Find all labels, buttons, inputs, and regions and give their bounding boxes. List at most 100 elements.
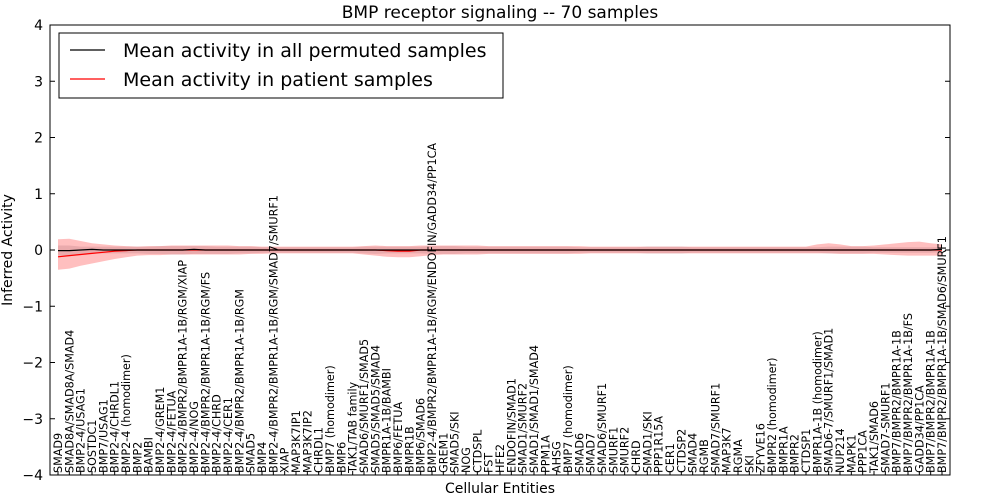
category-label: BMP2-4/CHRDL1: [109, 381, 122, 473]
category-label: BMPR1B: [403, 426, 416, 473]
category-label: PPP1R15A: [653, 416, 666, 473]
category-label: MAP3K7: [721, 427, 734, 473]
legend-entry-patient: Mean activity in patient samples: [123, 69, 433, 91]
category-label: CHRD: [630, 440, 643, 473]
category-label: SMAD1/SKI: [641, 411, 654, 473]
category-label: SMURF1: [607, 427, 620, 473]
legend-box: [58, 32, 504, 99]
category-label: GREM1: [437, 433, 450, 473]
category-label: BMP6/FETUA: [392, 402, 405, 473]
category-label: ZFYVE16: [755, 423, 768, 473]
category-label: FST: [483, 453, 496, 473]
category-label: TAK1/TAB family: [347, 381, 360, 474]
category-label: SMAD1/SMURF2: [517, 383, 530, 473]
category-label: SMAD5/SKI: [449, 411, 462, 473]
category-label: BMP6: [335, 442, 348, 473]
category-label: SMAD9: [52, 433, 65, 473]
category-label: SMAD7-SMURF1: [879, 383, 892, 473]
y-tick-label: 1: [34, 187, 43, 203]
category-label: SMAD8A/SMAD8A/SMAD4: [63, 330, 76, 473]
x-axis: SMAD9SMAD8A/SMAD8A/SMAD4BMP2-4/USAG1SOST…: [52, 143, 949, 475]
series-lines: [57, 248, 943, 258]
category-label: SMAD6/SMURF1/SMAD5: [358, 339, 371, 473]
category-label: BMP2-4/GREM1: [154, 387, 167, 473]
category-label: BMP6/SMAD6: [415, 398, 428, 473]
category-label: SMAD4: [687, 433, 700, 473]
category-label: BMP7/BMPR2/BMPR1A-1B/SMAD6/SMURF1: [936, 236, 949, 473]
category-label: AHSG: [551, 441, 564, 473]
category-label: BMPR1A-1B/BAMBI: [381, 368, 394, 473]
category-label: BMP2-4/FETUA: [165, 390, 178, 473]
legend-entry-permuted: Mean activity in all permuted samples: [123, 40, 486, 62]
category-label: MAP3K7IP1: [290, 410, 303, 473]
x-axis-label: Cellular Entities: [445, 481, 555, 497]
category-label: BMP4: [256, 442, 269, 473]
category-label: CTDSPL: [471, 429, 484, 473]
category-label: BMP2-4/CER1: [222, 397, 235, 473]
category-label: CER1: [664, 443, 677, 473]
category-label: BMP2-4/BMPR2/BMPR1A-1B/RGM/FS: [199, 272, 212, 473]
chart-title: BMP receptor signaling -- 70 samples: [342, 3, 659, 23]
category-label: CTDSP2: [675, 429, 688, 473]
category-label: SMAD6-7/SMURF1/SMAD1: [823, 328, 836, 473]
category-label: ENDOFIN/SMAD1: [505, 378, 518, 473]
category-label: NOG: [460, 447, 473, 473]
category-label: PPM1A: [539, 435, 552, 473]
category-label: BMP7/BMPR2/BMPR1A-1B/FS: [902, 313, 915, 473]
category-label: SMAD7/SMURF1: [709, 383, 722, 473]
category-label: BMP2-4/USAG1: [75, 388, 88, 473]
category-label: BMP7 (homodimer): [562, 365, 575, 473]
series-line-permuted: [58, 248, 943, 252]
category-label: CHRDL1: [313, 427, 326, 473]
y-tick-label: 0: [34, 243, 43, 259]
y-tick-label: 4: [34, 18, 43, 34]
category-label: BMPR1A: [777, 426, 790, 473]
category-label: SMAD6: [573, 433, 586, 473]
y-axis-label: Inferred Activity: [0, 194, 16, 306]
category-label: BMP2-4/CHRD: [211, 394, 224, 473]
category-label: BMP7/BMPR2/BMPR1A-1B: [925, 330, 938, 473]
category-label: RGMA: [732, 439, 745, 473]
category-label: MAP3K7IP2: [301, 410, 314, 473]
category-label: BMP2: [131, 442, 144, 473]
category-label: BMP2-4/BMPR2/BMPR1A-1B/RGM/XIAP: [177, 260, 190, 473]
category-label: BMP7/USAG1: [97, 399, 110, 473]
category-label: BMP2-4 (homodimer): [120, 354, 133, 473]
y-axis: −4 −3 −2 −1 0 1 2 3 4: [22, 18, 950, 484]
category-label: XIAP: [279, 447, 292, 473]
category-label: NUP214: [834, 428, 847, 473]
category-label: SMAD1/SMAD1/SMAD4: [528, 345, 541, 473]
category-label: SMAD5/SMAD5/SMAD4: [369, 345, 382, 473]
category-label: BMPR1A-1B (homodimer): [811, 331, 824, 473]
category-label: SMAD6/SMURF1: [596, 383, 609, 473]
category-label: BMP2-4/NOG: [188, 401, 201, 473]
category-label: GADD34/PP1CA: [913, 385, 926, 473]
legend: Mean activity in all permuted samples Me…: [58, 32, 504, 99]
category-label: BMP2-4/BMPR2/BMPR1A-1B/RGM/SMAD7/SMURF1: [267, 195, 280, 473]
category-label: PPP1CA: [857, 430, 870, 473]
y-tick-label: −2: [22, 356, 43, 372]
y-tick-label: 2: [34, 131, 43, 147]
category-label: BMP7 (homodimer): [324, 365, 337, 473]
category-label: BMP2-4/BMPR2/BMPR1A-1B/RGM: [233, 289, 246, 473]
category-label: SMAD5: [245, 433, 258, 473]
category-label: BMP2-4/BMPR2/BMPR1A-1B/RGM/ENDOFIN/GADD3…: [426, 143, 439, 473]
category-label: CTDSP1: [800, 429, 813, 473]
y-tick-label: 3: [34, 74, 43, 90]
category-label: SMAD7: [585, 433, 598, 473]
category-label: MAPK1: [845, 434, 858, 473]
y-tick-label: −3: [22, 412, 43, 428]
category-label: TAK1/SMAD6: [868, 401, 881, 474]
category-label: HFE2: [494, 444, 507, 473]
category-label: SMURF2: [619, 427, 632, 473]
category-label: BMP7/BMPR2/BMPR1A-1B: [891, 330, 904, 473]
y-tick-label: −1: [22, 299, 43, 315]
category-label: SOSTDC1: [86, 420, 99, 473]
category-label: BMPR2 (homodimer): [766, 357, 779, 473]
category-label: BMPR2: [789, 434, 802, 473]
category-label: BAMBI: [143, 437, 156, 473]
category-label: RGMB: [698, 439, 711, 473]
y-tick-label: −4: [22, 468, 43, 484]
band-patient: [58, 238, 942, 270]
